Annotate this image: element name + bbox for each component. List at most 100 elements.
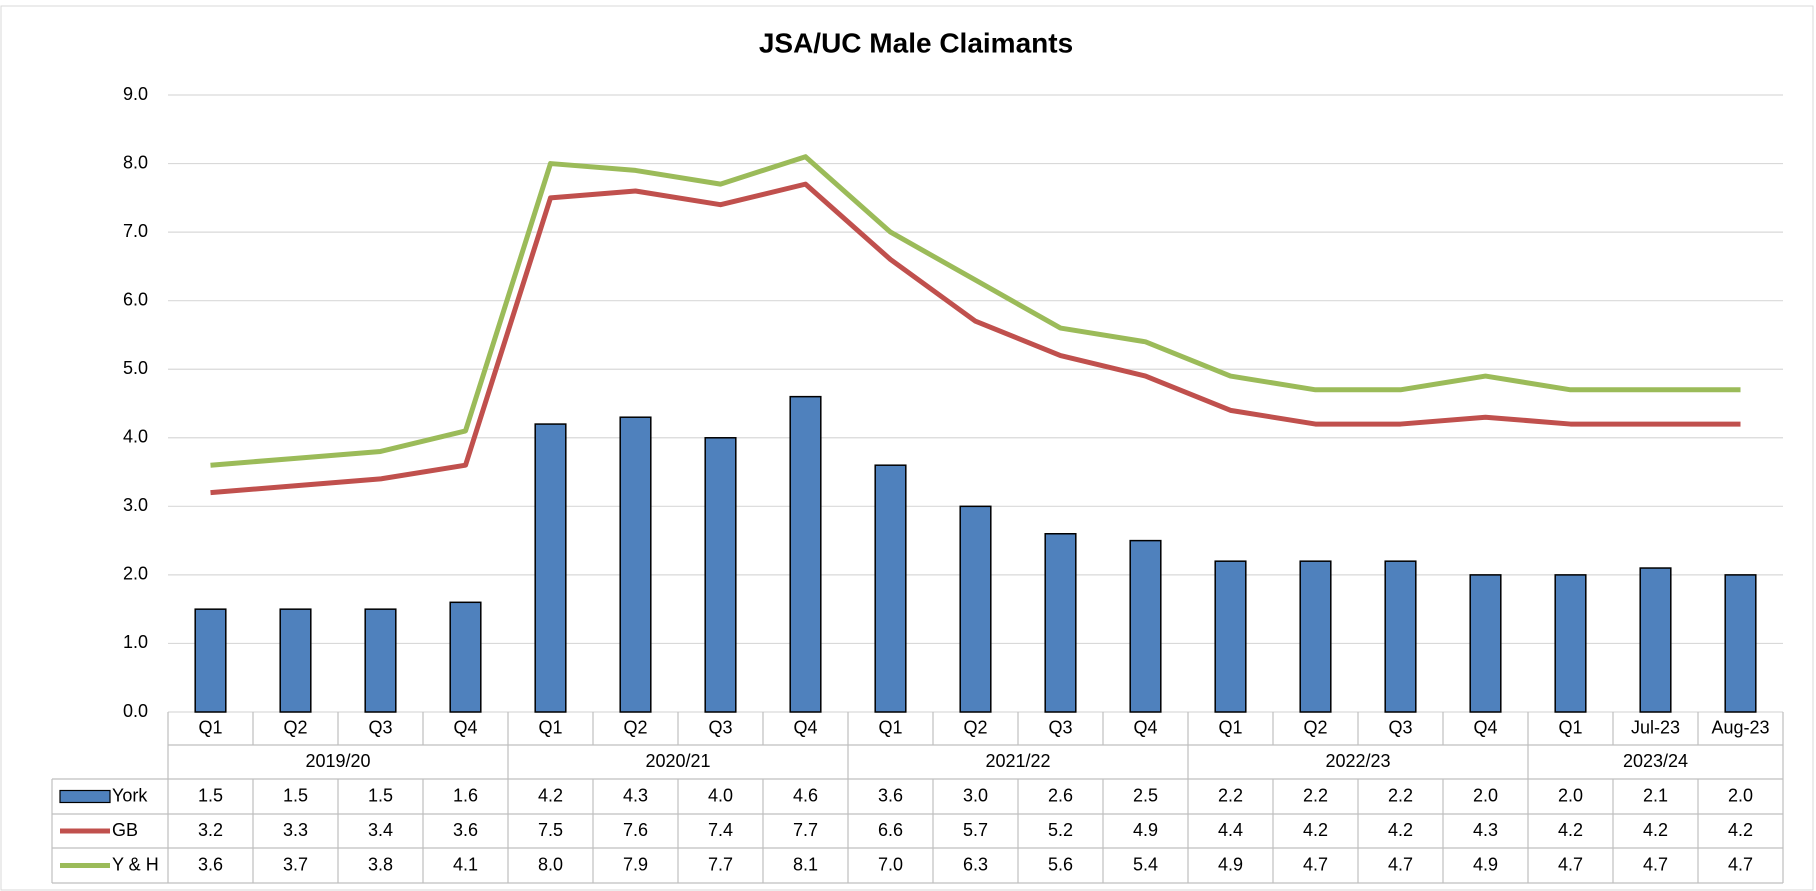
bar [1639,567,1672,713]
table-value: 2.2 [1218,785,1243,805]
table-value: 1.6 [453,785,478,805]
x-tick-label: Q2 [283,717,307,737]
table-value: 8.0 [538,854,563,874]
x-tick-label: Q4 [1473,717,1497,737]
x-tick-label: Q1 [1558,717,1582,737]
bar [959,505,992,713]
table-value: 8.1 [793,854,818,874]
table-value: 4.2 [1558,820,1583,840]
bar [449,601,482,713]
table-value: 7.7 [708,854,733,874]
y-tick-label: 3.0 [123,495,148,515]
table-value: 3.2 [198,820,223,840]
table-value: 3.6 [198,854,223,874]
bar [1299,560,1332,713]
group-label: 2019/20 [305,751,370,771]
table-value: 3.6 [453,820,478,840]
table-value: 6.3 [963,854,988,874]
table-value: 4.9 [1473,854,1498,874]
table-value: 4.2 [1643,820,1668,840]
table-value: 7.0 [878,854,903,874]
table-value: 4.7 [1728,854,1753,874]
y-tick-label: 7.0 [123,221,148,241]
x-tick-label: Q2 [623,717,647,737]
table-value: 1.5 [368,785,393,805]
bar [364,608,397,713]
bar [1129,539,1162,713]
table-value: 2.0 [1558,785,1583,805]
legend-label: York [112,785,148,805]
table-value: 5.7 [963,820,988,840]
group-label: 2020/21 [645,751,710,771]
legend-swatch [59,789,111,804]
table-value: 7.9 [623,854,648,874]
table-value: 4.7 [1558,854,1583,874]
table-value: 5.2 [1048,820,1073,840]
legend-label: Y & H [112,854,159,874]
bar [704,437,737,713]
table-value: 1.5 [198,785,223,805]
chart-border [0,5,1814,891]
x-tick-label: Q2 [963,717,987,737]
table-value: 7.4 [708,820,733,840]
table-value: 7.5 [538,820,563,840]
y-tick-label: 1.0 [123,632,148,652]
x-tick-label: Q3 [1048,717,1072,737]
x-tick-label: Jul-23 [1631,717,1680,737]
table-value: 2.1 [1643,785,1668,805]
line-series [210,154,1741,468]
x-tick-label: Q1 [878,717,902,737]
group-label: 2022/23 [1325,751,1390,771]
y-tick-label: 6.0 [123,289,148,309]
table-value: 4.2 [538,785,563,805]
x-tick-label: Q4 [453,717,477,737]
table-value: 2.2 [1388,785,1413,805]
table-value: 2.5 [1133,785,1158,805]
y-tick-label: 9.0 [123,84,148,104]
bar [874,464,907,713]
table-value: 1.5 [283,785,308,805]
bar [534,423,567,713]
x-tick-label: Q3 [708,717,732,737]
table-value: 3.6 [878,785,903,805]
bar [1044,533,1077,713]
x-tick-label: Aug-23 [1711,717,1769,737]
bar [279,608,312,713]
bar [1469,574,1502,713]
chart-title: JSA/UC Male Claimants [759,27,1073,58]
y-tick-label: 4.0 [123,427,148,447]
x-tick-label: Q2 [1303,717,1327,737]
bar [1554,574,1587,713]
table-value: 4.6 [793,785,818,805]
table-value: 7.7 [793,820,818,840]
table-value: 3.4 [368,820,393,840]
bar [194,608,227,713]
line-series [210,181,1741,496]
table-value: 2.6 [1048,785,1073,805]
y-tick-label: 5.0 [123,358,148,378]
x-tick-label: Q1 [1218,717,1242,737]
table-value: 4.7 [1388,854,1413,874]
table-value: 7.6 [623,820,648,840]
x-tick-label: Q4 [793,717,817,737]
table-value: 4.1 [453,854,478,874]
table-value: 4.9 [1133,820,1158,840]
x-tick-label: Q3 [368,717,392,737]
table-value: 6.6 [878,820,903,840]
table-value: 5.4 [1133,854,1158,874]
x-tick-label: Q1 [538,717,562,737]
group-label: 2023/24 [1623,751,1688,771]
x-tick-label: Q4 [1133,717,1157,737]
table-value: 4.0 [708,785,733,805]
x-tick-label: Q1 [198,717,222,737]
table-value: 3.7 [283,854,308,874]
table-value: 4.4 [1218,820,1243,840]
y-tick-label: 2.0 [123,564,148,584]
table-value: 3.8 [368,854,393,874]
table-value: 4.2 [1388,820,1413,840]
y-tick-label: 8.0 [123,152,148,172]
table-value: 4.7 [1303,854,1328,874]
x-tick-label: Q3 [1388,717,1412,737]
y-tick-label: 0.0 [123,701,148,721]
